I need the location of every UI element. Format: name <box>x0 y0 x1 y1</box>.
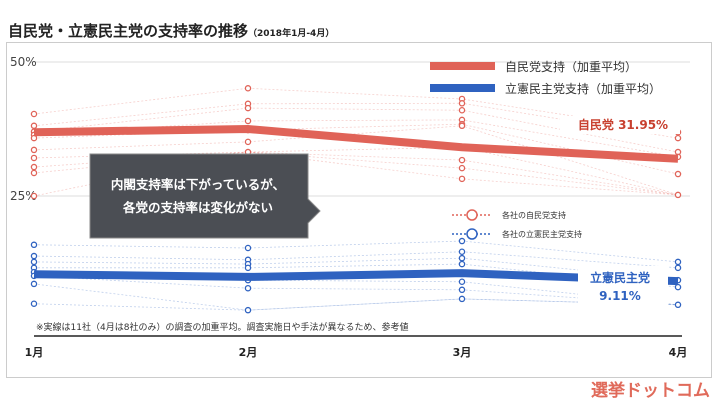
company-point <box>674 283 682 291</box>
footnote: ※実線は11社（4月は8社のみ）の調査の加重平均。調査実施日や手法が異なるため、… <box>36 321 408 333</box>
company-point <box>458 164 466 172</box>
company-point <box>674 134 682 142</box>
company-line <box>33 151 679 196</box>
legend-marker <box>466 228 478 240</box>
company-point <box>30 300 38 307</box>
company-line <box>33 271 679 306</box>
company-point <box>30 122 38 130</box>
company-point <box>458 175 466 183</box>
company-point <box>244 306 252 314</box>
company-point <box>458 122 466 130</box>
company-line <box>33 283 679 311</box>
company-point <box>244 244 252 252</box>
company-point <box>458 100 466 107</box>
logo: 選挙ドットコム <box>591 381 710 401</box>
company-point <box>30 252 38 260</box>
x-tick-label: 3月 <box>453 346 472 359</box>
series-line <box>33 124 679 163</box>
x-tick-label: 4月 <box>669 346 688 359</box>
company-point <box>458 237 466 245</box>
company-line <box>33 275 679 306</box>
company-line <box>33 123 679 175</box>
company-point <box>458 295 466 303</box>
company-point <box>458 156 466 164</box>
company-point <box>244 284 252 292</box>
series-line <box>33 269 679 286</box>
company-point <box>244 138 252 146</box>
label-bg <box>560 116 680 134</box>
y-tick-label: 25% <box>10 189 37 203</box>
company-point <box>458 254 466 262</box>
company-point <box>30 146 38 154</box>
chart-subtitle: （2018年1月-4月） <box>248 29 335 39</box>
company-point <box>458 106 466 114</box>
legend-label: 自民党支持（加重平均） <box>505 59 637 74</box>
company-line <box>33 240 679 263</box>
company-point <box>674 170 682 178</box>
company-line <box>33 146 679 196</box>
company-point <box>674 258 682 266</box>
company-point <box>30 258 38 266</box>
company-point <box>244 104 252 112</box>
chart-frame <box>6 42 712 378</box>
cdp-label: 立憲民主党 <box>590 270 650 285</box>
company-point <box>30 110 38 118</box>
company-point <box>244 264 252 272</box>
company-point <box>674 264 682 272</box>
company-point <box>30 280 38 288</box>
company-line <box>33 251 679 269</box>
ldp-label: 自民党 31.95% <box>578 117 668 132</box>
callout-text: 内閣支持率は下がっているが、 <box>111 177 285 192</box>
company-point <box>674 301 682 309</box>
company-point <box>30 163 38 171</box>
company-point <box>30 241 38 249</box>
company-point <box>458 248 466 255</box>
company-point <box>244 85 252 92</box>
company-point <box>30 169 38 177</box>
x-tick-label: 1月 <box>25 346 44 359</box>
legend-label: 立憲民主党支持（加重平均） <box>505 81 661 96</box>
callout-box <box>89 153 321 239</box>
y-tick-label: 50% <box>10 55 37 69</box>
company-line <box>33 125 679 196</box>
legend-label: 各社の自民党支持 <box>502 210 566 220</box>
company-point <box>30 134 38 142</box>
company-point <box>458 286 466 294</box>
company-line <box>33 119 679 158</box>
company-point <box>30 192 38 200</box>
legend-label: 各社の立憲民主党支持 <box>502 229 582 239</box>
company-point <box>458 278 466 286</box>
cdp-value: 9.11% <box>599 289 641 303</box>
callout-text: 各党の支持率は変化がない <box>122 200 273 215</box>
company-point <box>458 260 466 268</box>
label-bg <box>578 266 668 308</box>
company-line <box>33 298 679 311</box>
legend-marker <box>466 209 478 221</box>
company-point <box>244 117 252 125</box>
chart-title: 自民党・立憲民主党の支持率の推移（2018年1月-4月） <box>8 22 335 40</box>
company-point <box>30 154 38 162</box>
company-line <box>33 257 679 281</box>
x-tick-label: 2月 <box>239 346 258 359</box>
company-point <box>674 191 682 199</box>
